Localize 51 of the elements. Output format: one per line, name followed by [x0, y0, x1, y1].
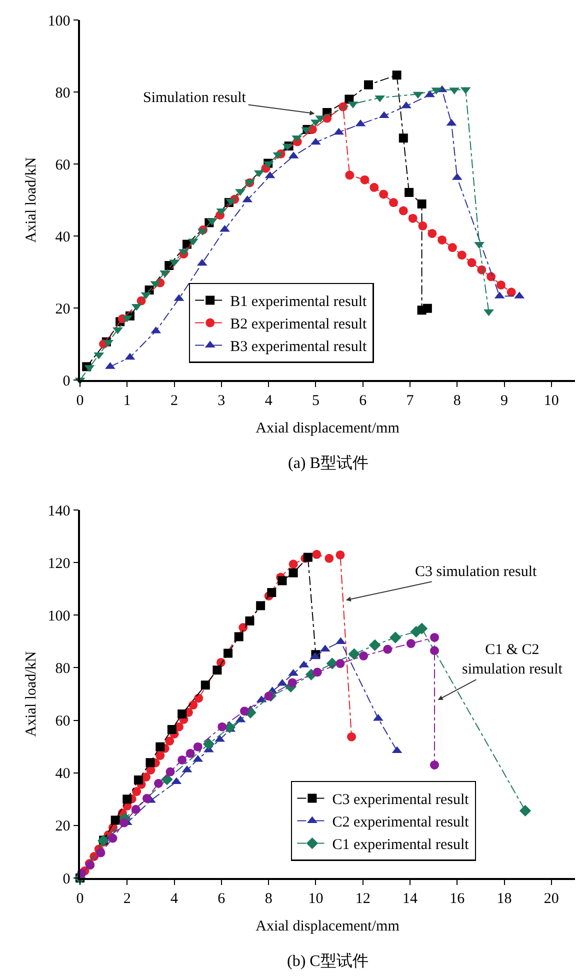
x-tick-label: 5	[312, 392, 320, 409]
x-tick-label: 6	[218, 890, 226, 907]
y-axis-title: Axial load/kN	[24, 651, 40, 737]
y-tick-label: 60	[55, 714, 70, 730]
x-tick-label: 2	[123, 890, 131, 907]
x-tick-label: 18	[496, 890, 512, 907]
x-tick-label: 0	[76, 890, 84, 907]
annotation: Simulation result	[143, 90, 247, 106]
x-axis-title: Axial displacement/mm	[256, 420, 400, 436]
x-tick-label: 10	[544, 392, 559, 409]
legend-label: B3 experimental result	[230, 339, 368, 356]
y-tick-label: 80	[55, 85, 70, 102]
y-tick-label: 140	[48, 503, 70, 520]
y-tick-label: 100	[48, 13, 70, 30]
text: (a) B型试件	[288, 454, 368, 472]
legend-label: C1 experimental result	[332, 837, 470, 854]
x-tick-label: 12	[355, 890, 370, 907]
x-tick-label: 0	[76, 392, 84, 409]
y-axis-title: Axial load/kN	[24, 157, 40, 243]
y-tick-label: 20	[55, 301, 70, 318]
x-tick-label: 16	[450, 890, 466, 907]
y-tick-label: 0	[62, 373, 70, 390]
x-tick-label: 14	[402, 890, 418, 907]
x-axis-title: Axial displacement/mm	[256, 918, 400, 934]
x-tick-label: 20	[544, 890, 559, 907]
x-tick-label: 9	[500, 392, 508, 409]
y-tick-label: 60	[55, 157, 70, 174]
x-tick-label: 7	[406, 392, 414, 409]
x-tick-label: 4	[170, 890, 179, 907]
annotation: C1 & C2 simulation result	[462, 642, 564, 678]
annotation: C3 simulation result	[415, 564, 538, 580]
y-tick-label: 80	[55, 660, 70, 677]
y-tick-label: 40	[55, 766, 70, 782]
text: (b) C型试件	[287, 952, 368, 970]
x-tick-label: 3	[218, 392, 226, 409]
y-tick-label: 0	[62, 871, 70, 888]
y-tick-label: 100	[48, 608, 70, 624]
x-tick-label: 8	[264, 890, 272, 907]
x-tick-label: 6	[359, 392, 368, 409]
legend-label: C2 experimental result	[332, 814, 470, 831]
y-tick-label: 40	[55, 229, 70, 246]
legend-label: B1 experimental result	[230, 294, 368, 310]
y-tick-label: 120	[48, 556, 70, 572]
x-tick-label: 4	[264, 392, 273, 409]
y-tick-label: 20	[55, 818, 70, 835]
legend-label: B2 experimental result	[230, 316, 368, 333]
x-tick-label: 1	[123, 392, 131, 409]
x-tick-label: 2	[170, 392, 178, 409]
legend-label: C3 experimental result	[332, 792, 470, 808]
x-tick-label: 8	[453, 392, 461, 409]
x-tick-label: 10	[308, 890, 324, 907]
